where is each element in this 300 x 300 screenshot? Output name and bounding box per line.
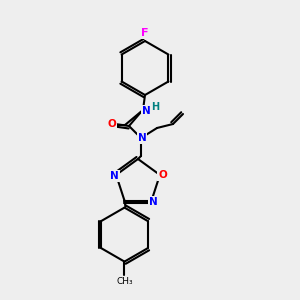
Text: O: O [158, 170, 167, 180]
Text: O: O [108, 119, 116, 129]
Text: N: N [110, 171, 118, 181]
Text: H: H [151, 102, 159, 112]
Text: N: N [138, 133, 146, 143]
Text: F: F [141, 28, 149, 38]
Text: N: N [142, 106, 150, 116]
Text: N: N [149, 196, 158, 207]
Text: CH₃: CH₃ [116, 277, 133, 286]
